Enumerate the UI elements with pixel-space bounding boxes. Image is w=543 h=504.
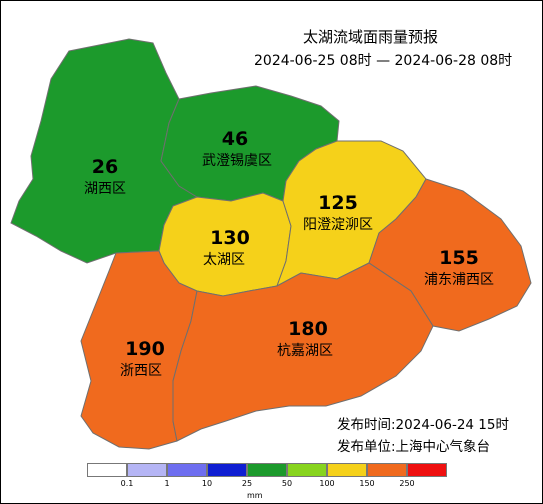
value-wucheng: 46 — [222, 128, 248, 150]
value-pudong: 155 — [439, 247, 479, 269]
name-zhexi: 浙西区 — [120, 363, 162, 379]
name-pudong: 浦东浦西区 — [424, 272, 494, 288]
legend-swatch — [87, 463, 127, 477]
name-huxi: 湖西区 — [84, 181, 126, 197]
issuer: 发布单位:上海中心气象台 — [337, 439, 491, 455]
value-zhexi: 190 — [125, 338, 165, 360]
issue-time: 发布时间:2024-06-24 15时 — [337, 417, 509, 433]
value-huxi: 26 — [92, 156, 118, 178]
legend-tick: 150 — [359, 479, 375, 488]
legend-swatch — [327, 463, 367, 477]
legend-swatch — [407, 463, 447, 477]
value-taihu: 130 — [210, 227, 250, 249]
legend-tick: 50 — [281, 479, 293, 488]
value-yangcheng: 125 — [318, 192, 358, 214]
forecast-period: 2024-06-25 08时 — 2024-06-28 08时 — [254, 53, 513, 69]
name-taihu: 太湖区 — [203, 252, 245, 268]
name-hangjia: 杭嘉湖区 — [277, 343, 333, 359]
legend-swatch — [367, 463, 407, 477]
name-yangcheng: 阳澄淀泖区 — [303, 217, 373, 233]
map-title: 太湖流域面雨量预报 — [303, 28, 439, 46]
legend-swatch — [247, 463, 287, 477]
legend-tick: 10 — [201, 479, 213, 488]
legend-tick: 250 — [399, 479, 415, 488]
legend-tick: 0.1 — [120, 479, 134, 488]
region-hangjia — [172, 262, 434, 442]
name-wucheng: 武澄锡虞区 — [202, 153, 272, 169]
legend-unit: mm — [247, 491, 263, 500]
value-hangjia: 180 — [288, 318, 328, 340]
legend-swatch — [167, 463, 207, 477]
legend-swatch — [207, 463, 247, 477]
legend-swatch — [127, 463, 167, 477]
legend-tick: 25 — [241, 479, 253, 488]
legend-tick: 100 — [319, 479, 335, 488]
region-pudong — [368, 178, 532, 332]
legend-tick: 1 — [164, 479, 170, 488]
legend-swatch — [287, 463, 327, 477]
